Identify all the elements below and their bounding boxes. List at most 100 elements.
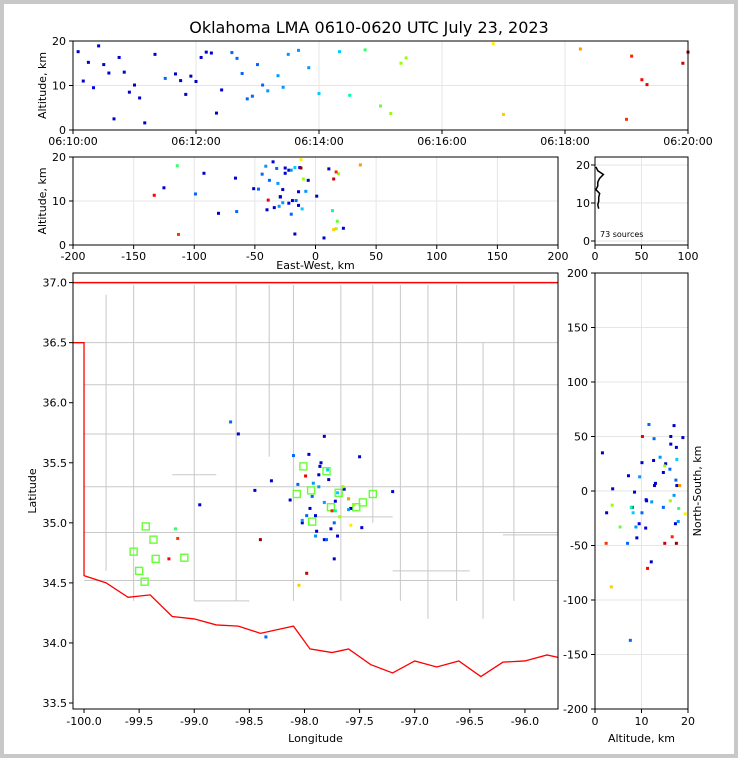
y-tick-label: 200	[567, 267, 588, 280]
source-point	[322, 538, 326, 542]
source-point	[646, 566, 650, 570]
source-point	[289, 168, 293, 172]
source-point	[304, 474, 308, 478]
source-point	[634, 525, 638, 529]
source-point	[240, 71, 244, 75]
source-point	[630, 54, 634, 58]
source-point	[220, 88, 224, 92]
source-point	[647, 423, 651, 427]
y-tick-label: 150	[567, 322, 588, 335]
source-point	[329, 527, 333, 531]
source-point	[289, 212, 293, 216]
source-point	[307, 66, 311, 70]
source-point	[333, 509, 337, 513]
axes-frame	[594, 272, 689, 710]
time-altitude-panel: 06:10:00 06:12:00 06:14:00 06:16:00 06:18:00…	[36, 35, 713, 148]
source-point	[314, 514, 317, 518]
source-point	[674, 445, 678, 449]
lma-station	[149, 535, 158, 544]
source-point	[360, 526, 364, 530]
source-point	[288, 498, 292, 502]
lma-station	[129, 547, 138, 556]
x-tick-label: 06:16:00	[417, 135, 466, 148]
source-point	[317, 92, 321, 96]
source-point	[271, 160, 275, 164]
source-point	[266, 198, 270, 202]
source-point	[317, 473, 321, 477]
x-tick-label: -200	[61, 250, 86, 263]
source-point	[363, 48, 367, 52]
source-point	[252, 187, 256, 191]
source-point	[319, 461, 323, 465]
source-point	[649, 560, 653, 564]
source-point	[179, 79, 183, 83]
y-tick-label: 10	[52, 195, 66, 208]
y-tick-label: 36.0	[43, 397, 68, 410]
y-tick-label: 50	[574, 431, 588, 444]
source-point	[640, 78, 644, 82]
source-point	[635, 536, 639, 540]
source-point	[301, 177, 305, 181]
source-point	[297, 203, 301, 207]
x-tick-label: 150	[487, 250, 508, 263]
y-tick-label: -100	[563, 594, 588, 607]
x-tick-label: 06:10:00	[48, 135, 97, 148]
source-point	[307, 452, 311, 456]
source-point	[133, 83, 136, 87]
source-point	[611, 487, 615, 491]
source-point	[286, 52, 290, 56]
source-point	[281, 85, 285, 89]
source-point	[633, 490, 637, 494]
source-point	[269, 479, 273, 483]
source-point	[230, 51, 234, 55]
source-point	[333, 499, 337, 503]
source-point	[293, 166, 297, 170]
source-point	[260, 172, 264, 176]
source-point	[681, 61, 685, 65]
source-point	[300, 518, 304, 522]
source-point	[672, 424, 676, 428]
source-point	[76, 50, 80, 54]
source-point	[336, 534, 340, 538]
x-axis-label: East-West, km	[276, 259, 354, 272]
source-point	[174, 527, 178, 531]
source-point	[193, 192, 197, 196]
x-tick-label: 100	[678, 250, 699, 263]
source-point	[322, 434, 326, 438]
source-point	[669, 442, 673, 446]
source-point	[281, 201, 285, 205]
source-point	[672, 493, 676, 497]
source-point	[678, 484, 682, 488]
source-point	[290, 199, 294, 203]
source-point	[626, 474, 630, 478]
source-point	[663, 464, 667, 468]
source-point	[322, 500, 326, 504]
source-point	[293, 232, 297, 236]
source-point	[256, 63, 259, 67]
lma-station	[322, 466, 331, 476]
source-point	[194, 79, 198, 83]
source-point	[661, 470, 665, 474]
x-tick-label: 10	[635, 715, 649, 728]
source-point	[138, 96, 142, 100]
source-point	[250, 94, 254, 98]
source-point	[663, 541, 667, 545]
x-tick-label: 0	[312, 250, 319, 263]
source-point	[318, 464, 322, 468]
source-point	[349, 506, 353, 510]
source-point	[163, 76, 167, 80]
source-point	[176, 536, 180, 540]
source-point	[264, 635, 268, 639]
source-point	[296, 482, 300, 486]
source-point	[215, 111, 218, 115]
source-point	[669, 435, 673, 438]
source-point	[315, 194, 319, 198]
source-point	[229, 420, 233, 424]
source-point	[640, 461, 644, 465]
source-point	[306, 178, 310, 182]
source-point	[502, 112, 505, 116]
source-point	[626, 541, 630, 545]
source-point	[277, 204, 281, 208]
y-tick-label: 0	[59, 239, 66, 252]
source-point	[92, 86, 95, 90]
